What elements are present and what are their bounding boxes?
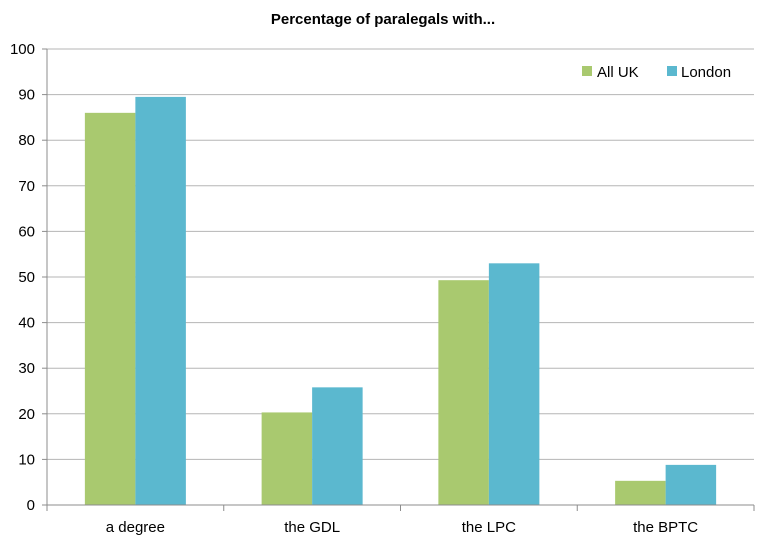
axes: [42, 48, 755, 511]
x-tick-label: the LPC: [462, 519, 516, 536]
bar-london: [135, 96, 186, 505]
bar-all-uk: [438, 280, 489, 505]
bar-london: [312, 387, 363, 505]
y-tick-label: 60: [18, 223, 35, 240]
bar-all-uk: [84, 112, 136, 505]
y-tick-label: 100: [10, 41, 35, 58]
bars: [84, 96, 717, 505]
y-tick-label: 80: [18, 132, 35, 149]
x-tick-label: a degree: [106, 519, 165, 536]
bar-london: [665, 464, 717, 505]
y-tick-label: 70: [18, 178, 35, 195]
y-tick-labels: 0 10 20 30 40 50 60 70 80 90 100: [10, 41, 35, 514]
legend-swatch-all-uk: [582, 66, 592, 76]
chart-title: Percentage of paralegals with...: [271, 11, 495, 28]
y-tick-label: 20: [18, 406, 35, 423]
y-tick-label: 10: [18, 451, 35, 468]
y-tick-label: 30: [18, 360, 35, 377]
legend-label-london: London: [681, 64, 731, 81]
y-tick-label: 40: [18, 315, 35, 332]
legend: All UK London: [582, 64, 731, 81]
y-tick-label: 90: [18, 87, 35, 104]
legend-swatch-london: [667, 66, 677, 76]
legend-label-all-uk: All UK: [597, 64, 639, 81]
bar-all-uk: [261, 412, 313, 505]
x-tick-labels: a degree the GDL the LPC the BPTC: [106, 519, 699, 536]
y-tick-label: 50: [18, 269, 35, 286]
bar-london: [488, 263, 540, 505]
x-tick-label: the GDL: [284, 519, 340, 536]
bar-all-uk: [615, 480, 666, 505]
y-tick-label: 0: [27, 497, 35, 514]
x-tick-label: the BPTC: [633, 519, 698, 536]
